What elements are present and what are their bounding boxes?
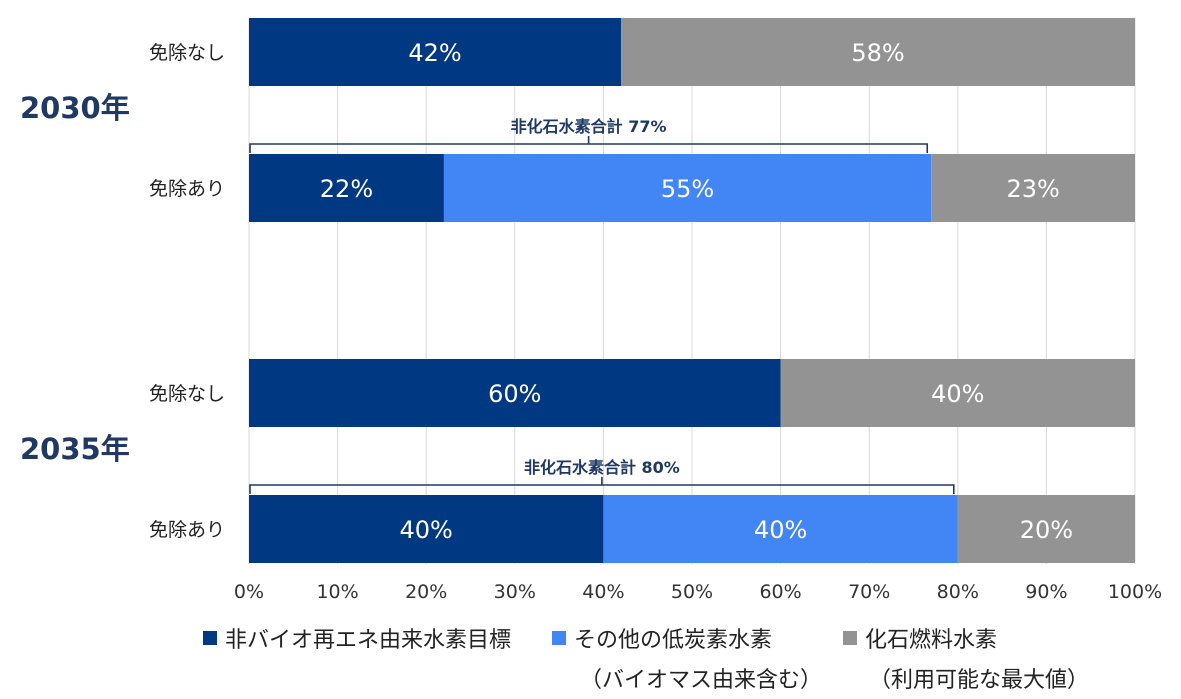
x-tick-label-1: 10% [316,581,358,603]
x-tick-label-10: 100% [1108,581,1162,603]
bar-segment-0-0-0 [249,18,622,86]
data-label-0-1-0: 22% [320,175,373,203]
bracket-label-0: 非化石水素合計 77% [511,117,667,136]
legend-swatch-series-0 [203,631,217,645]
category-label-0-0: 免除なし [149,42,225,64]
data-label-1-0-1: 40% [931,380,984,408]
stacked-bar-chart: 0% 10% 20% 30% 40% 50% 60% 70% 80% 90% 100%2030年免除… [20,18,1162,603]
data-label-1-1-2: 20% [1020,516,1073,544]
x-tick-label-9: 90% [1025,581,1067,603]
data-label-0-0-0: 42% [408,39,461,67]
data-label-0-1-2: 23% [1006,175,1059,203]
legend-sublabel-series-2: （利用可能な最大値） [869,668,1090,693]
x-tick-label-2: 20% [405,581,447,603]
legend-label-series-2: 化石燃料水素 [865,628,998,653]
bar-segment-0-0-1 [621,18,1135,86]
data-label-1-0-0: 60% [488,380,541,408]
x-tick-label-0: 0% [234,581,264,603]
bar-segment-0-1-1 [443,154,932,222]
bar-segment-1-1-2 [957,495,1135,563]
bar-segment-1-1-1 [603,495,958,563]
x-tick-label-7: 70% [848,581,890,603]
data-label-1-1-1: 40% [754,516,807,544]
legend-swatch-series-1 [552,631,566,645]
bar-segment-1-0-0 [249,359,781,427]
bracket-label-1: 非化石水素合計 80% [524,458,680,477]
bar-segment-1-1-0 [249,495,604,563]
bar-segment-1-0-1 [780,359,1135,427]
category-label-0-1: 免除あり [149,178,225,200]
legend-label-series-1: その他の低炭素水素 [574,628,773,653]
bracket-0 [249,136,929,153]
legend-label-series-0: 非バイオ再エネ由来水素目標 [225,628,512,653]
legend-swatch-series-2 [843,631,857,645]
legend-item-series-0: 非バイオ再エネ由来水素目標 [203,622,511,654]
data-label-1-1-0: 40% [400,516,453,544]
bracket-1 [249,477,955,494]
group-label-0: 2030年 [20,91,130,125]
x-tick-label-8: 80% [937,581,979,603]
category-label-1-0: 免除なし [149,383,225,405]
x-tick-label-5: 50% [671,581,713,603]
bar-segment-0-1-2 [931,154,1135,222]
legend-item-series-2: 化石燃料水素 [843,622,997,654]
x-tick-label-6: 60% [759,581,801,603]
x-tick-label-3: 30% [494,581,536,603]
legend-item-series-1: その他の低炭素水素 [552,622,772,654]
legend: 非バイオ再エネ由来水素目標 その他の低炭素水素 （バイオマス由来含む） 化石燃料… [0,616,1181,699]
data-label-0-1-1: 55% [661,175,714,203]
legend-sublabel-series-1: （バイオマス由来含む） [580,668,823,693]
bar-segment-0-1-0 [249,154,444,222]
category-label-1-1: 免除あり [149,519,225,541]
x-tick-label-4: 40% [582,581,624,603]
data-label-0-0-1: 58% [851,39,904,67]
group-label-1: 2035年 [20,432,130,466]
